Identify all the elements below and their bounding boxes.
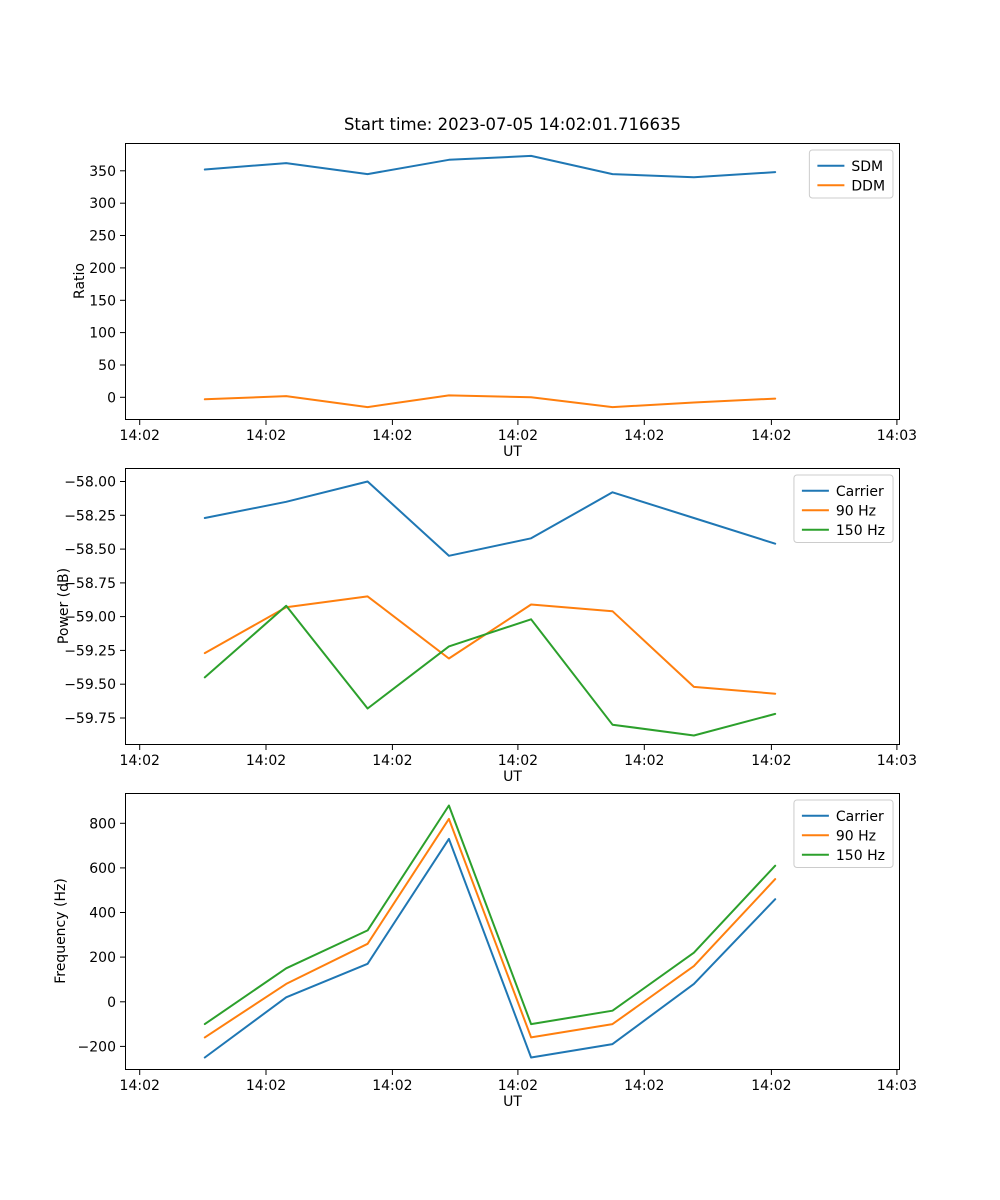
legend-label: 90 Hz [836,503,876,519]
chart-ratio: 14:02 14:02 14:02 14:02 14:02 14:02 14:03 0 50 10… [89,143,917,444]
x-tick-label: 14:02 [372,753,412,769]
x-axis-label-ratio: UT [503,444,522,460]
x-tick-label: 14:02 [751,428,791,444]
x-tick-label: 14:02 [246,753,286,769]
y-tick-label: 200 [89,261,116,277]
legend: Carrier 90 Hz 150 Hz [793,474,894,543]
figure-title: Start time: 2023-07-05 14:02:01.716635 [343,115,682,134]
plot-frame [125,468,900,745]
legend-box [793,799,894,868]
y-tick-label: 150 [89,293,116,309]
x-tick-label: 14:03 [877,1078,917,1094]
x-tick-label: 14:02 [498,753,538,769]
x-tick-label: 14:02 [624,753,664,769]
series-line-90-hz [203,817,777,1039]
x-axis-label-frequency: UT [503,1094,522,1110]
y-tick-label: −59.00 [64,610,116,626]
chart-power-canvas: 14:02 14:02 14:02 14:02 14:02 14:02 14:03 −58.0… [64,468,917,769]
plot-frame [125,143,900,420]
x-tick-label: 14:02 [120,428,160,444]
y-tick-label: 0 [107,995,116,1011]
series-line-150-hz [203,804,777,1026]
x-tick-label: 14:02 [751,1078,791,1094]
legend-label: SDM [851,159,883,175]
legend-label: Carrier [836,484,884,500]
x-tick-label: 14:02 [246,1078,286,1094]
y-tick-label: −59.25 [64,643,116,659]
legend: SDM DDM [808,149,894,199]
y-tick-label: 400 [89,906,116,922]
series-line-sdm [203,154,777,179]
y-tick-label: 300 [89,196,116,212]
series-line-carrier [203,480,777,557]
x-tick-label: 14:02 [751,753,791,769]
series-line-90-hz [203,595,777,695]
y-tick-label: −59.50 [64,677,116,693]
y-axis-label-frequency: Frequency (Hz) [53,878,69,984]
series-line-carrier [203,837,777,1059]
legend-label: 90 Hz [836,828,876,844]
y-tick-label: 250 [89,229,116,245]
chart-power: 14:02 14:02 14:02 14:02 14:02 14:02 14:03 −58.0… [64,468,917,769]
y-tick-label: 350 [89,164,116,180]
plot-frame [125,793,900,1070]
y-axis-label-ratio: Ratio [72,263,88,299]
x-tick-label: 14:02 [498,1078,538,1094]
chart-ratio-canvas: 14:02 14:02 14:02 14:02 14:02 14:02 14:03 0 50 10… [89,143,917,444]
legend-label: DDM [851,178,885,194]
series-line-ddm [203,394,777,409]
x-tick-label: 14:02 [246,428,286,444]
legend-label: 150 Hz [836,848,885,864]
series-line-150-hz [203,604,777,737]
y-tick-label: −200 [78,1039,116,1055]
x-tick-label: 14:02 [624,1078,664,1094]
y-tick-label: 600 [89,861,116,877]
x-tick-label: 14:02 [120,1078,160,1094]
legend: Carrier 90 Hz 150 Hz [793,799,894,868]
x-tick-label: 14:03 [877,428,917,444]
y-tick-label: 800 [89,816,116,832]
y-tick-label: −58.25 [64,508,116,524]
chart-frequency-canvas: 14:02 14:02 14:02 14:02 14:02 14:02 14:03 −200 0… [78,793,917,1094]
y-tick-label: 0 [107,390,116,406]
legend-label: 150 Hz [836,523,885,539]
legend-label: Carrier [836,809,884,825]
x-tick-label: 14:02 [624,428,664,444]
x-tick-label: 14:03 [877,753,917,769]
y-tick-label: −58.50 [64,542,116,558]
x-axis-label-power: UT [503,769,522,785]
y-tick-label: 50 [98,358,116,374]
x-tick-label: 14:02 [372,428,412,444]
x-tick-label: 14:02 [498,428,538,444]
x-tick-label: 14:02 [120,753,160,769]
y-tick-label: −58.00 [64,475,116,491]
y-tick-label: −59.75 [64,711,116,727]
legend-box [793,474,894,543]
y-tick-label: 200 [89,950,116,966]
x-tick-label: 14:02 [372,1078,412,1094]
y-tick-label: 100 [89,326,116,342]
y-tick-label: −58.75 [64,576,116,592]
chart-frequency: 14:02 14:02 14:02 14:02 14:02 14:02 14:03 −200 0… [78,793,917,1094]
